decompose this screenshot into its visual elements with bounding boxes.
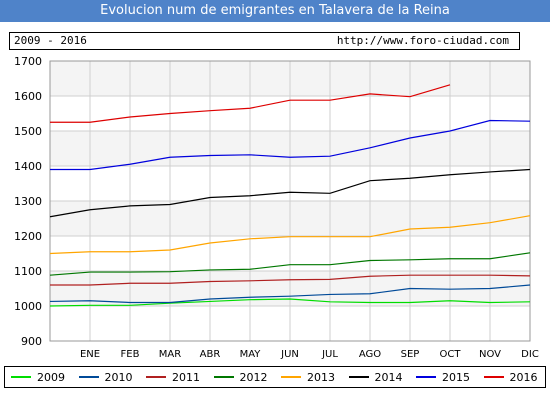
info-bar: 2009 - 2016 http://www.foro-ciudad.com <box>9 32 520 50</box>
x-tick-label: MAR <box>159 349 181 360</box>
y-tick-label: 1000 <box>14 300 42 313</box>
legend-swatch <box>348 376 369 378</box>
series-line-2009 <box>49 298 531 307</box>
legend-item-2013: 2013 <box>281 367 335 387</box>
legend-item-2014: 2014 <box>348 367 403 387</box>
legend-label: 2012 <box>239 370 268 384</box>
legend-label: 2010 <box>104 370 133 384</box>
x-tick-label: JUL <box>321 349 338 360</box>
x-tick-label: OCT <box>440 349 462 360</box>
series-line-2012 <box>49 252 531 276</box>
legend-swatch <box>78 376 99 378</box>
y-tick-label: 1500 <box>14 125 42 138</box>
series-line-2015 <box>50 119 531 171</box>
y-tick-label: 1400 <box>14 160 42 173</box>
series-line-2011 <box>50 274 531 286</box>
series-line-2013 <box>49 215 531 255</box>
legend-item-2010: 2010 <box>78 367 133 387</box>
x-tick-label: JUN <box>280 349 299 360</box>
x-tick-label: SEP <box>401 349 420 360</box>
x-tick-label: ABR <box>200 349 221 360</box>
line-chart: 900 1000 1100 1200 1300 1400 1500 1600 1700 ENE FE… <box>14 55 539 360</box>
legend-label: 2015 <box>442 370 470 384</box>
legend-label: 2011 <box>172 370 200 384</box>
legend-swatch <box>11 376 31 378</box>
series-line-2016 <box>50 84 451 123</box>
legend-swatch <box>146 376 166 378</box>
x-tick-label: FEB <box>121 349 140 360</box>
legend-swatch <box>416 376 436 378</box>
source-url[interactable]: http://www.foro-ciudad.com <box>336 34 509 47</box>
legend-item-2016: 2016 <box>483 367 538 387</box>
legend-swatch <box>213 376 234 378</box>
legend-label: 2016 <box>509 370 538 384</box>
y-tick-label: 1300 <box>14 195 42 208</box>
x-tick-label: DIC <box>521 349 539 360</box>
y-tick-label: 900 <box>21 335 42 348</box>
x-tick-label: MAY <box>240 349 262 360</box>
y-tick-label: 1200 <box>14 230 42 243</box>
legend-label: 2009 <box>37 370 65 384</box>
legend: 2009 2010 2011 2012 2013 2014 2015 2016 <box>4 366 546 388</box>
legend-item-2011: 2011 <box>146 367 200 387</box>
series-line-2014 <box>49 168 531 218</box>
series-line-2010 <box>49 284 531 304</box>
legend-label: 2014 <box>374 370 403 384</box>
legend-item-2012: 2012 <box>213 367 268 387</box>
legend-item-2009: 2009 <box>11 367 65 387</box>
x-tick-label: NOV <box>479 349 501 360</box>
legend-swatch <box>483 376 504 378</box>
y-tick-label: 1100 <box>14 265 42 278</box>
x-tick-label: AGO <box>359 349 381 360</box>
legend-swatch <box>281 376 301 378</box>
plot-frame <box>49 60 531 342</box>
y-tick-label: 1700 <box>14 55 42 68</box>
chart-title: Evolucion num de emigrantes en Talavera … <box>0 0 550 22</box>
x-tick-label: ENE <box>80 349 100 360</box>
y-tick-label: 1600 <box>14 90 42 103</box>
legend-label: 2013 <box>307 370 335 384</box>
legend-item-2015: 2015 <box>416 367 470 387</box>
period-label: 2009 - 2016 <box>14 34 87 47</box>
